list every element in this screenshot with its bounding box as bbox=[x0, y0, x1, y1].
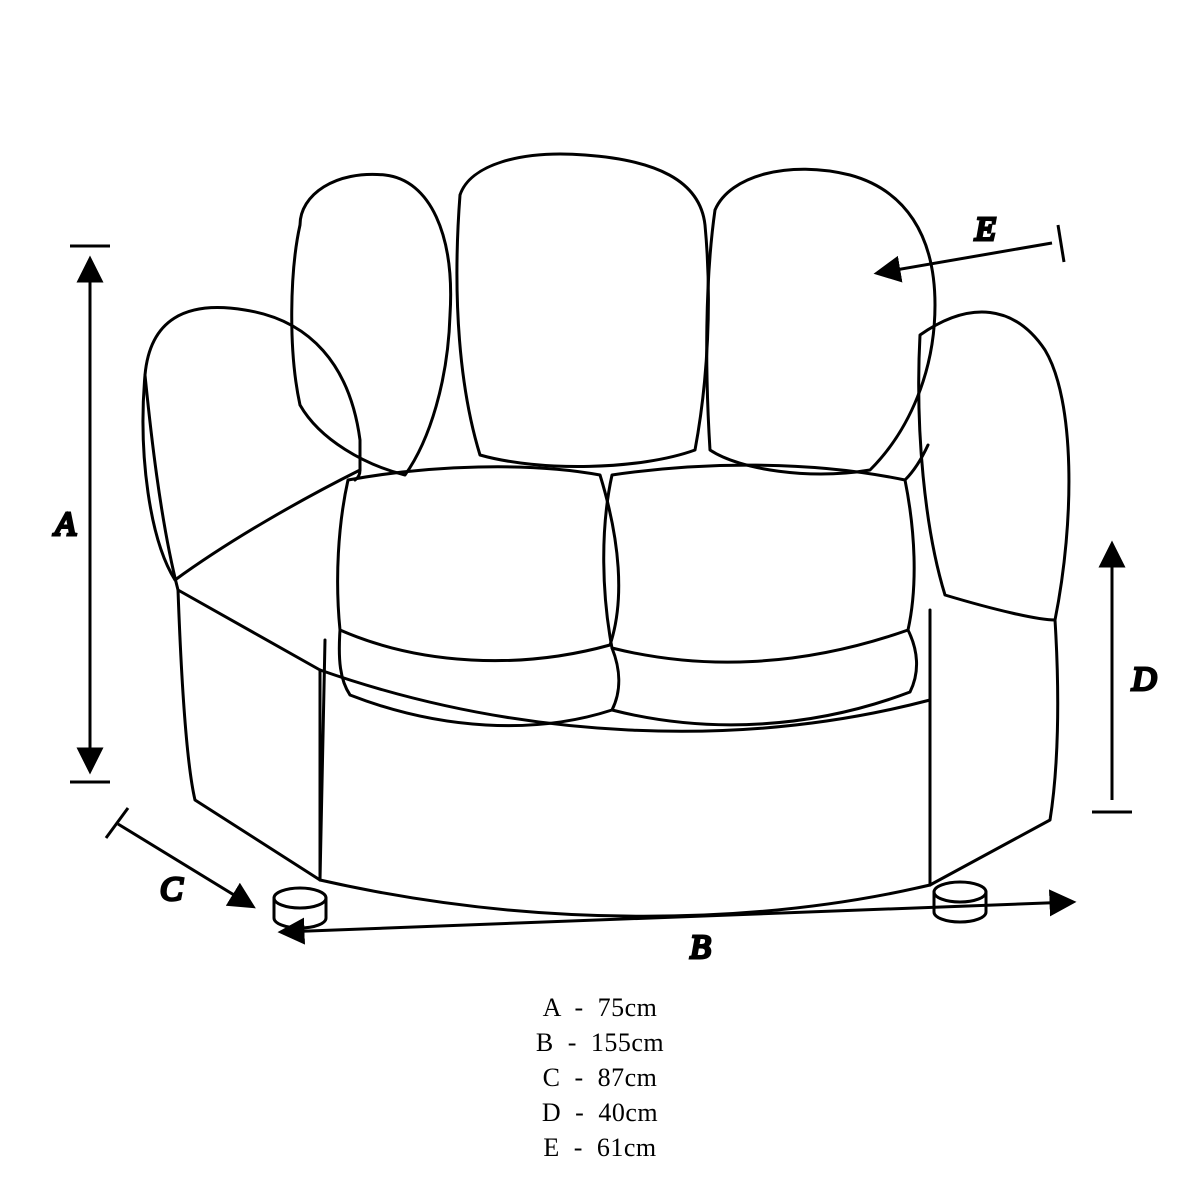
label-C: C bbox=[160, 871, 183, 908]
legend-row-C: C - 87cm bbox=[0, 1060, 1200, 1095]
legend-row-E: E - 61cm bbox=[0, 1130, 1200, 1165]
label-A: A bbox=[53, 506, 76, 543]
dimension-B: B bbox=[282, 902, 1072, 966]
label-D: D bbox=[1131, 661, 1157, 698]
sofa-outline bbox=[143, 154, 1069, 928]
sofa-dimension-diagram: A D E C B A - 75cm B - 155cm C - 87cm bbox=[0, 0, 1200, 1200]
legend-row-B: B - 155cm bbox=[0, 1025, 1200, 1060]
dimensions-legend: A - 75cm B - 155cm C - 87cm D - 40cm E -… bbox=[0, 990, 1200, 1165]
legend-row-A: A - 75cm bbox=[0, 990, 1200, 1025]
label-B: B bbox=[690, 929, 711, 966]
dimension-E: E bbox=[878, 211, 1064, 273]
dimension-D: D bbox=[1092, 545, 1157, 812]
legend-row-D: D - 40cm bbox=[0, 1095, 1200, 1130]
label-E: E bbox=[974, 211, 996, 248]
dimension-A: A bbox=[53, 246, 110, 782]
